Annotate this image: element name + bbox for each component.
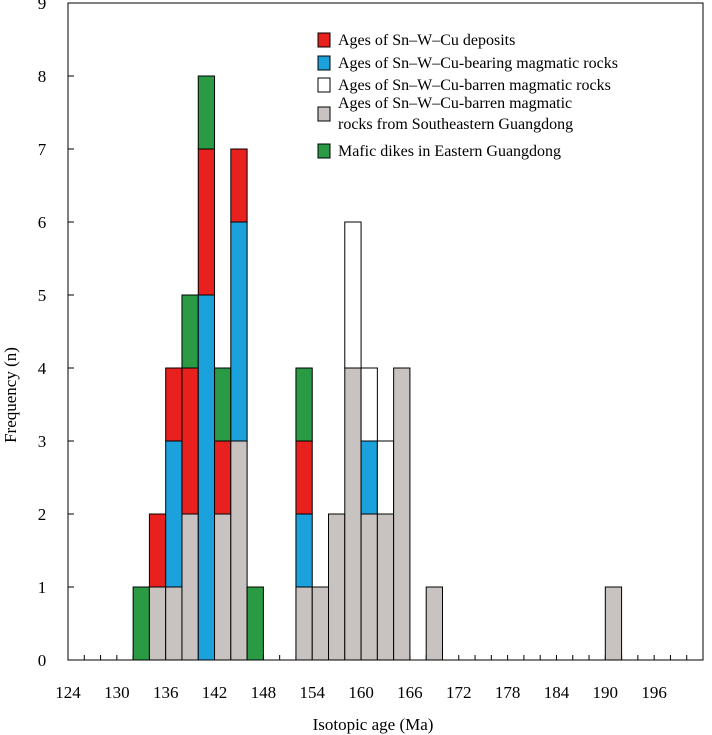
y-axis-label: Frequency (n) <box>1 347 20 443</box>
y-tick-label: 4 <box>38 359 47 378</box>
bar-segment-barren_se <box>344 367 362 661</box>
bar-segment-deposits <box>295 440 313 515</box>
bar-segment-bearing <box>165 440 183 588</box>
bar-segment-barren_se <box>393 367 411 661</box>
bar-segment-barren_se <box>425 586 443 661</box>
bar-segment-barren_se <box>604 586 623 661</box>
bar-segment-barren_se <box>360 513 378 661</box>
x-tick-label: 154 <box>299 683 325 702</box>
bar-segment-barren <box>344 221 362 369</box>
x-axis-label: Isotopic age (Ma) <box>313 715 434 734</box>
bar-segment-deposits <box>230 148 248 223</box>
bar-segment-barren_se <box>230 440 248 661</box>
y-tick-label: 9 <box>38 0 47 13</box>
bar-segment-deposits <box>165 367 183 442</box>
x-tick-label: 178 <box>495 683 521 702</box>
legend-label: Mafic dikes in Eastern Guangdong <box>338 143 561 160</box>
bar-segment-deposits <box>148 513 167 588</box>
x-tick-label: 166 <box>397 683 423 702</box>
bar-segment-barren_se <box>376 513 395 661</box>
x-tick-label: 124 <box>55 683 81 702</box>
bar-segment-mafic <box>181 294 199 369</box>
bar-segment-deposits <box>181 367 199 515</box>
x-tick-label: 136 <box>153 683 179 702</box>
y-tick-label: 8 <box>38 67 47 86</box>
y-axis-ticks: 0 1 2 3 4 5 6 7 8 9 <box>38 0 74 670</box>
bar-segment-barren_se <box>148 586 167 661</box>
bar-segment-mafic <box>295 367 313 442</box>
bar-segment-deposits <box>214 440 232 515</box>
histogram-bars <box>132 75 623 661</box>
bar-segment-barren <box>360 367 378 442</box>
x-tick-label: 142 <box>202 683 228 702</box>
legend-swatch-mafic <box>317 143 331 159</box>
bar-segment-barren_se <box>214 513 232 661</box>
legend-swatch-bearing <box>317 55 331 71</box>
x-tick-label: 148 <box>251 683 277 702</box>
y-tick-label: 2 <box>38 505 47 524</box>
legend-label: Ages of Sn–W–Cu-barren magmatic rocks <box>338 77 611 94</box>
bar-segment-barren <box>376 440 395 515</box>
bar-segment-bearing <box>295 513 313 588</box>
legend-label: Ages of Sn–W–Cu-bearing magmatic rocks <box>338 55 618 72</box>
bar-segment-bearing <box>360 440 378 515</box>
x-tick-label: 160 <box>348 683 374 702</box>
bar-segment-bearing <box>230 221 248 442</box>
plot-frame <box>67 2 704 661</box>
legend-label: Ages of Sn–W–Cu-barren magmatic <box>338 95 572 112</box>
x-axis-ticks: 124 130 136 142 148 154 160 166 172 178 184 190 196 <box>55 655 704 702</box>
legend: Ages of Sn–W–Cu deposits Ages of Sn–W–Cu-… <box>317 32 618 160</box>
y-tick-label: 7 <box>38 140 47 159</box>
bar-segment-barren_se <box>165 586 183 661</box>
x-tick-label: 172 <box>446 683 472 702</box>
bar-segment-barren_se <box>181 513 199 661</box>
y-tick-label: 3 <box>38 432 47 451</box>
y-tick-label: 5 <box>38 286 47 305</box>
bar-segment-barren_se <box>328 513 346 661</box>
y-tick-label: 0 <box>38 651 47 670</box>
bar-segment-barren_se <box>311 586 330 661</box>
bar-segment-mafic <box>132 586 150 661</box>
legend-swatch-deposits <box>317 32 331 48</box>
x-tick-label: 184 <box>544 683 570 702</box>
legend-swatch-barren <box>317 77 331 93</box>
bar-segment-bearing <box>197 294 216 661</box>
x-tick-label: 130 <box>104 683 130 702</box>
bar-segment-deposits <box>197 148 216 296</box>
legend-label: Ages of Sn–W–Cu deposits <box>338 32 515 49</box>
x-tick-label: 190 <box>593 683 619 702</box>
legend-label: rocks from Southeastern Guangdong <box>338 116 573 133</box>
y-tick-label: 6 <box>38 213 47 232</box>
legend-swatch-barren_se <box>317 106 331 122</box>
x-tick-label: 196 <box>641 683 667 702</box>
bar-segment-mafic <box>214 367 232 442</box>
bar-segment-mafic <box>197 75 216 150</box>
y-tick-label: 1 <box>38 578 47 597</box>
bar-segment-mafic <box>246 586 264 661</box>
bar-segment-barren_se <box>295 586 313 661</box>
